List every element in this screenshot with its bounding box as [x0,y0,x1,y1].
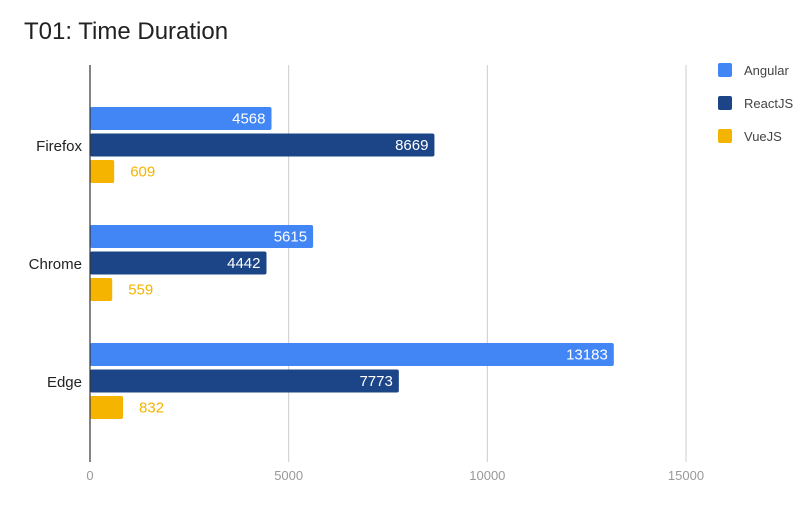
legend-item-vuejs: VueJS [718,126,793,146]
chart-title: T01: Time Duration [24,18,229,45]
bar-reactjs-edge [90,369,399,393]
x-tick-label: 10000 [469,468,505,483]
bar-vuejs-firefox [90,160,115,183]
data-label: 8669 [395,137,428,154]
bar-angular-edge [90,343,614,366]
data-label: 5615 [274,229,307,246]
bar-vuejs-chrome [90,278,113,301]
category-label: Firefox [36,138,82,155]
x-tick-label: 0 [86,468,93,483]
legend: Angular ReactJS VueJS [718,60,793,159]
data-label: 559 [128,282,153,299]
legend-item-reactjs: ReactJS [718,93,793,113]
bar-vuejs-edge [90,396,124,419]
legend-swatch-angular [718,63,732,77]
bar-angular-firefox [90,107,272,130]
legend-swatch-vuejs [718,129,732,143]
legend-label-angular: Angular [744,62,789,78]
data-label: 4442 [227,255,260,272]
data-label: 609 [130,164,155,181]
data-label: 832 [139,400,164,417]
data-label: 13183 [566,347,608,364]
x-tick-label: 15000 [668,468,704,483]
legend-item-angular: Angular [718,60,793,80]
data-label: 4568 [232,111,265,128]
x-tick-label: 5000 [274,468,303,483]
category-label: Chrome [29,256,82,273]
legend-label-vuejs: VueJS [744,128,782,144]
bar-angular-chrome [90,225,314,248]
legend-swatch-reactjs [718,96,732,110]
bar-reactjs-firefox [90,133,435,157]
category-label: Edge [47,374,82,391]
data-label: 7773 [359,373,392,390]
legend-label-reactjs: ReactJS [744,95,794,111]
bar-reactjs-chrome [90,251,267,275]
